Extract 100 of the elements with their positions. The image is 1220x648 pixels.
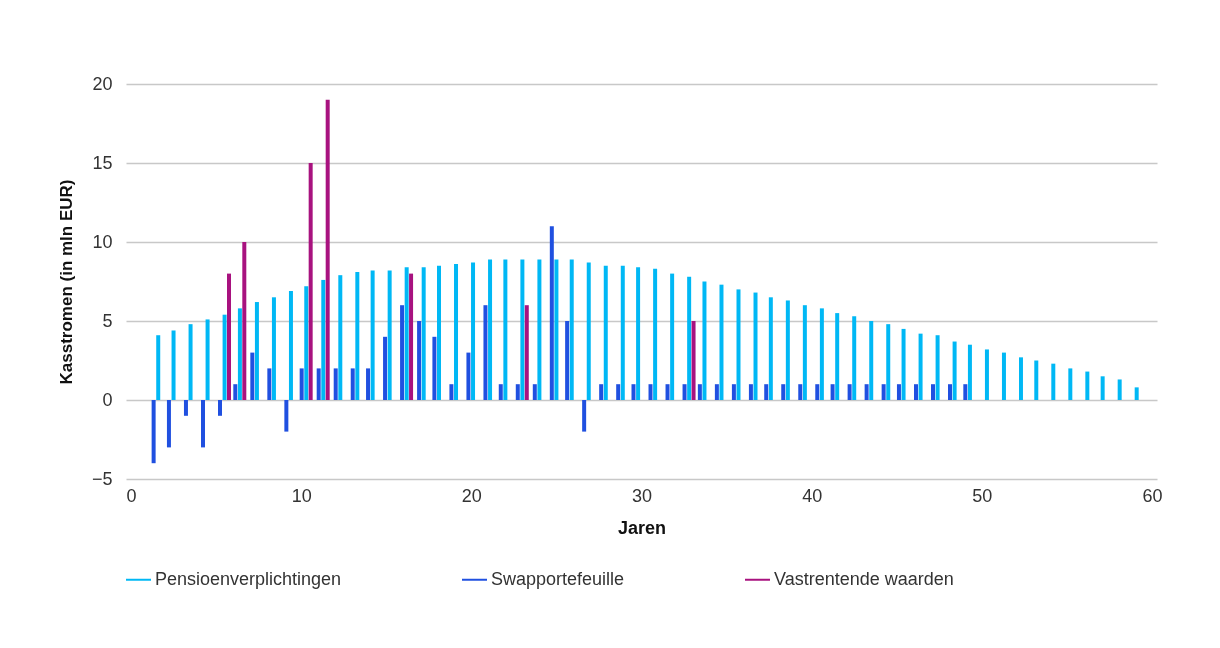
bar bbox=[620, 265, 625, 400]
bar bbox=[188, 324, 193, 400]
bar bbox=[183, 400, 188, 416]
bar bbox=[896, 384, 901, 400]
bar bbox=[515, 384, 520, 400]
y-tick-label: 0 bbox=[102, 389, 113, 410]
bar bbox=[1134, 387, 1139, 400]
bar bbox=[432, 336, 437, 400]
x-tick-label: 40 bbox=[802, 485, 823, 506]
bar bbox=[237, 308, 242, 400]
bar bbox=[288, 290, 293, 400]
bar bbox=[1051, 363, 1056, 400]
bar bbox=[404, 267, 409, 400]
bar bbox=[682, 384, 687, 400]
bar bbox=[691, 321, 696, 400]
bar bbox=[226, 273, 231, 400]
bar bbox=[233, 384, 238, 400]
bar bbox=[665, 384, 670, 400]
bar bbox=[217, 400, 222, 416]
bar bbox=[370, 270, 375, 400]
bar bbox=[387, 270, 392, 400]
bar bbox=[901, 328, 906, 400]
y-tick-label: 20 bbox=[92, 73, 113, 94]
bar bbox=[648, 384, 653, 400]
y-tick-label: −5 bbox=[91, 468, 113, 489]
bar bbox=[830, 384, 835, 400]
bar bbox=[952, 341, 957, 400]
bar bbox=[802, 305, 807, 400]
x-tick-label: 30 bbox=[631, 485, 653, 506]
bar bbox=[852, 316, 857, 400]
bar bbox=[383, 336, 388, 400]
bar bbox=[768, 297, 773, 400]
bar bbox=[687, 276, 692, 400]
bar bbox=[1085, 371, 1090, 400]
bar bbox=[520, 259, 525, 400]
bar bbox=[565, 321, 570, 400]
bar bbox=[697, 384, 702, 400]
bar bbox=[171, 330, 176, 400]
bar bbox=[532, 384, 537, 400]
bar bbox=[935, 335, 940, 400]
y-tick-label: 5 bbox=[102, 310, 113, 331]
legend-label: Swapportefeuille bbox=[491, 568, 625, 589]
bar bbox=[963, 384, 968, 400]
bar bbox=[483, 305, 488, 400]
bar bbox=[200, 400, 205, 448]
bar bbox=[355, 272, 360, 400]
y-axis-title: Kasstromen (in mln EUR) bbox=[56, 179, 76, 385]
bar bbox=[205, 319, 210, 400]
bar bbox=[599, 384, 604, 400]
bar bbox=[417, 321, 422, 400]
bar bbox=[948, 384, 953, 400]
bar bbox=[918, 333, 923, 400]
x-tick-label: 0 bbox=[126, 485, 137, 506]
bar bbox=[366, 368, 371, 400]
bar bbox=[449, 384, 454, 400]
bar bbox=[254, 302, 259, 400]
bar bbox=[616, 384, 621, 400]
bar bbox=[454, 264, 459, 400]
bar bbox=[714, 384, 719, 400]
bar bbox=[299, 368, 304, 400]
x-axis-title: Jaren bbox=[617, 517, 667, 538]
legend-label: Pensioenverplichtingen bbox=[155, 568, 342, 589]
bar bbox=[304, 286, 309, 400]
bar bbox=[653, 268, 658, 400]
bar bbox=[537, 259, 542, 400]
bar bbox=[603, 265, 608, 400]
bar bbox=[151, 400, 156, 464]
bar bbox=[471, 262, 476, 400]
bar bbox=[569, 259, 574, 400]
bar bbox=[554, 259, 559, 400]
bar bbox=[437, 265, 441, 400]
bar bbox=[325, 99, 330, 400]
bar bbox=[967, 344, 972, 400]
bar bbox=[503, 259, 508, 400]
bar bbox=[736, 289, 741, 400]
bar bbox=[1068, 368, 1073, 400]
x-tick-label: 60 bbox=[1142, 485, 1163, 506]
bar bbox=[321, 279, 326, 400]
bar bbox=[785, 300, 790, 400]
bar bbox=[1001, 352, 1006, 400]
bar bbox=[753, 292, 758, 400]
bar bbox=[719, 284, 724, 400]
bar bbox=[338, 275, 343, 400]
bar bbox=[582, 400, 587, 432]
bar bbox=[636, 267, 641, 400]
bar bbox=[815, 384, 820, 400]
bar bbox=[670, 273, 675, 400]
bar bbox=[984, 349, 989, 400]
bar bbox=[748, 384, 753, 400]
bar bbox=[284, 400, 289, 432]
bar bbox=[549, 226, 554, 400]
legend-label: Vastrentende waarden bbox=[774, 568, 954, 589]
bar bbox=[524, 305, 529, 400]
bar bbox=[1034, 360, 1039, 400]
bar bbox=[1018, 357, 1023, 400]
bar bbox=[466, 352, 471, 400]
bar bbox=[881, 384, 886, 400]
bar bbox=[731, 384, 736, 400]
bar bbox=[819, 308, 824, 400]
bar bbox=[166, 400, 171, 448]
